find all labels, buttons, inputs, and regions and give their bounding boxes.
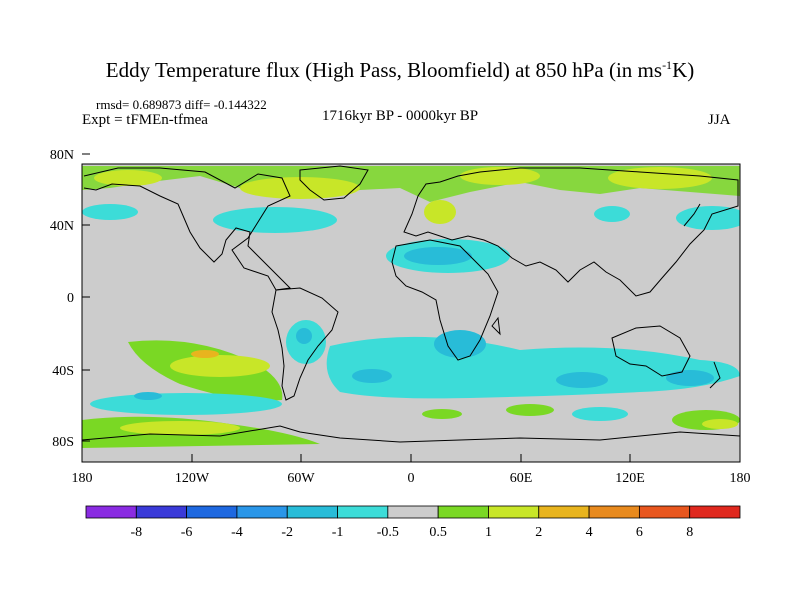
anomaly-patch	[404, 247, 472, 265]
lon-tick-label: 120W	[175, 471, 210, 486]
experiment-label: Expt = tFMEn-tfmea	[82, 112, 208, 128]
colorbar-swatch	[85, 505, 137, 519]
colorbar-label: -2	[281, 525, 293, 540]
coastline-south-america	[271, 287, 339, 401]
coastline-madagascar	[491, 316, 501, 336]
coastline-japan	[683, 203, 701, 227]
stats-label: rmsd= 0.689873 diff= -0.144322	[96, 97, 267, 112]
anomaly-patch	[556, 372, 608, 388]
lat-tick-label: 80N	[50, 148, 74, 163]
colorbar-label: -4	[231, 525, 243, 540]
anomaly-patch	[296, 328, 312, 344]
colorbar-swatch	[538, 505, 590, 519]
colorbar-swatch	[337, 505, 389, 519]
colorbar-swatch	[186, 505, 238, 519]
colorbar-swatch	[286, 505, 338, 519]
anomaly-patch	[82, 204, 138, 220]
colorbar-swatch	[588, 505, 640, 519]
coastlines	[82, 165, 740, 443]
colorbar-swatch	[236, 505, 288, 519]
anomaly-patch	[424, 200, 456, 224]
coastline-eurasia	[403, 167, 739, 297]
anomaly-patch	[120, 421, 240, 435]
anomaly-patch	[422, 409, 462, 419]
lat-tick-label: 40N	[50, 219, 74, 234]
colorbar-label: -1	[332, 525, 344, 540]
anomaly-patch	[352, 369, 392, 383]
colorbar-swatch	[689, 505, 741, 519]
coastline-australia	[611, 325, 691, 377]
anomaly-patch	[90, 393, 282, 415]
coastline-africa	[391, 239, 499, 361]
period-label: 1716kyr BP - 0000kyr BP	[322, 108, 479, 124]
lon-tick-label: 180	[72, 471, 93, 486]
lon-tick-label: 60W	[287, 471, 315, 486]
anomaly-patch	[326, 336, 740, 399]
anomaly-field	[82, 166, 740, 448]
lat-tick-label: 80S	[52, 435, 74, 450]
colorbar-label: -0.5	[377, 525, 399, 540]
lon-tick-label: 0	[408, 471, 415, 486]
colorbar-label: -8	[130, 525, 142, 540]
map-title: Eddy Temperature flux (High Pass, Bloomf…	[105, 58, 695, 82]
anomaly-patch	[506, 404, 554, 416]
axis-ticks	[81, 153, 741, 462]
colorbar-label: 1	[485, 525, 492, 540]
anomaly-patch	[594, 206, 630, 222]
anomaly-patch	[191, 350, 219, 358]
anomaly-patch	[170, 355, 270, 377]
colorbar-swatch	[638, 505, 691, 519]
colorbar-label: 6	[636, 525, 643, 540]
coastline-new-zealand	[709, 361, 721, 389]
colorbar-labels: -8 -6 -4 -2 -1 -0.5 0.5 1 2 4 6 8	[130, 525, 693, 540]
anomaly-patch	[608, 167, 712, 189]
lat-tick-label: 0	[67, 291, 74, 306]
anomaly-patch	[666, 370, 714, 386]
lat-tick-label: 40S	[52, 364, 74, 379]
colorbar-label: 2	[535, 525, 542, 540]
coastline-greenland	[299, 165, 369, 201]
anomaly-patch	[434, 330, 486, 358]
anomaly-patch	[213, 207, 337, 233]
colorbar-swatch	[488, 505, 540, 519]
lon-tick-label: 60E	[510, 471, 533, 486]
lon-tick-label: 120E	[615, 471, 645, 486]
map-background	[82, 164, 740, 462]
anomaly-patch	[676, 206, 740, 230]
anomaly-patch	[702, 419, 738, 429]
anomaly-patch	[82, 166, 740, 202]
colorbar-swatch	[387, 505, 439, 519]
lon-tick-label: 180	[730, 471, 751, 486]
season-label: JJA	[708, 112, 731, 128]
colorbar-swatch	[437, 505, 489, 519]
colorbar-label: -6	[181, 525, 193, 540]
anomaly-patch	[240, 177, 360, 199]
lat-axis-labels: 80N 40N 0 40S 80S	[50, 148, 74, 450]
colorbar-label: 8	[686, 525, 693, 540]
colorbar-label: 0.5	[429, 525, 447, 540]
anomaly-patch	[572, 407, 628, 421]
anomaly-patch	[94, 170, 162, 186]
colorbar-label: 4	[586, 525, 593, 540]
colorbar	[85, 505, 741, 519]
lon-axis-labels: 180 120W 60W 0 60E 120E 180	[72, 471, 751, 486]
coastline-antarctica	[82, 425, 740, 443]
anomaly-patch	[134, 392, 162, 400]
coastline-north-america	[83, 167, 292, 291]
colorbar-swatch	[135, 505, 188, 519]
